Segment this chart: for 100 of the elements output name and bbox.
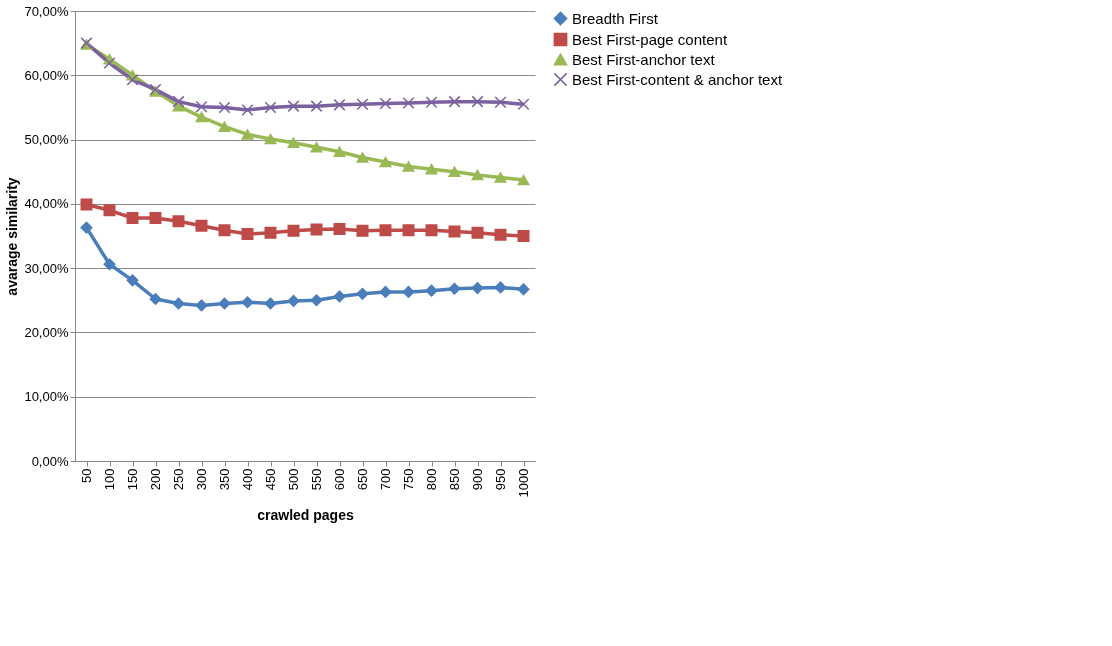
point [471, 282, 484, 295]
point [448, 166, 461, 178]
point [195, 111, 208, 123]
point [287, 137, 300, 149]
point [218, 297, 231, 310]
y-tick-label: 30,00% [24, 260, 69, 276]
point [310, 223, 323, 236]
point [195, 219, 208, 232]
x-tick-label: 100 [102, 468, 117, 491]
point [356, 287, 369, 300]
point [218, 224, 231, 237]
point [195, 100, 208, 113]
x-tick-label: 250 [171, 468, 186, 491]
x-tick-label: 50 [79, 468, 94, 483]
point [287, 294, 300, 307]
point [356, 152, 369, 163]
point [356, 98, 369, 111]
point [379, 224, 392, 237]
point [264, 226, 277, 239]
x-tick-label: 600 [332, 468, 347, 491]
point [517, 230, 530, 242]
x-tick-label: 400 [240, 468, 255, 491]
point [80, 221, 93, 234]
point [494, 228, 507, 241]
point [494, 96, 507, 109]
y-tick-label: 10,00% [24, 389, 69, 405]
y-tick-label: 60,00% [24, 67, 69, 83]
point [241, 104, 254, 116]
point [310, 100, 323, 113]
point [379, 156, 392, 168]
point [425, 284, 438, 297]
x-tick-label: 200 [148, 468, 163, 491]
x-tick-label: 550 [309, 468, 324, 491]
x-tick-label: 900 [470, 468, 485, 491]
y-axis-title: avarage similarity [4, 177, 21, 296]
y-tick-label: 70,00% [24, 3, 69, 19]
point [494, 172, 507, 183]
point [126, 73, 139, 86]
x-tick-label: 350 [217, 468, 232, 491]
x-tick-label: 800 [424, 468, 439, 491]
x-tick-label: 500 [286, 468, 301, 491]
point [241, 228, 254, 241]
point [333, 222, 346, 235]
y-tick-label: 50,00% [24, 132, 69, 148]
point [471, 169, 484, 181]
y-tick-label: 0,00% [31, 453, 69, 469]
point [517, 283, 530, 296]
y-tick-label: 20,00% [24, 324, 69, 340]
point [264, 101, 277, 114]
point [448, 95, 461, 108]
point [471, 226, 484, 239]
point [241, 296, 254, 309]
point [310, 294, 323, 307]
legend-label: Best First-page content [572, 30, 728, 48]
legend-label: Best First-content & anchor text [572, 70, 783, 88]
point [310, 141, 323, 153]
point [379, 285, 392, 298]
point [218, 121, 231, 133]
point [517, 98, 530, 111]
point [356, 224, 369, 237]
point [517, 174, 530, 186]
point [218, 101, 231, 114]
x-axis-title: crawled pages [257, 507, 354, 524]
point [425, 163, 438, 175]
point [149, 212, 162, 224]
point [402, 224, 415, 237]
point [287, 224, 300, 237]
x-tick-label: 700 [378, 468, 393, 491]
legend-label: Breadth First [572, 9, 659, 27]
point [402, 161, 415, 172]
x-tick-label: 850 [447, 468, 462, 491]
point [264, 297, 277, 310]
x-tick-label: 750 [401, 468, 416, 491]
point [287, 100, 300, 113]
point [126, 212, 139, 224]
point [195, 299, 208, 312]
point [172, 215, 185, 228]
x-tick-label: 650 [355, 468, 370, 491]
point [494, 281, 507, 294]
point [103, 258, 116, 271]
point [402, 96, 415, 109]
point [402, 285, 415, 298]
point [333, 146, 346, 158]
point [333, 290, 346, 303]
y-tick-label: 40,00% [24, 196, 69, 212]
point [448, 282, 461, 295]
point [425, 96, 438, 109]
point [149, 293, 162, 305]
x-tick-label: 950 [493, 468, 508, 491]
point [103, 57, 116, 70]
point [103, 204, 116, 217]
legend-label: Best First-anchor text [572, 50, 716, 68]
point [379, 97, 392, 110]
x-tick-label: 450 [263, 468, 278, 491]
point [172, 297, 185, 310]
point [333, 98, 346, 111]
x-tick-label: 1000 [516, 468, 531, 498]
x-tick-label: 150 [125, 468, 140, 491]
x-tick-label: 300 [194, 468, 209, 491]
point [425, 224, 438, 237]
